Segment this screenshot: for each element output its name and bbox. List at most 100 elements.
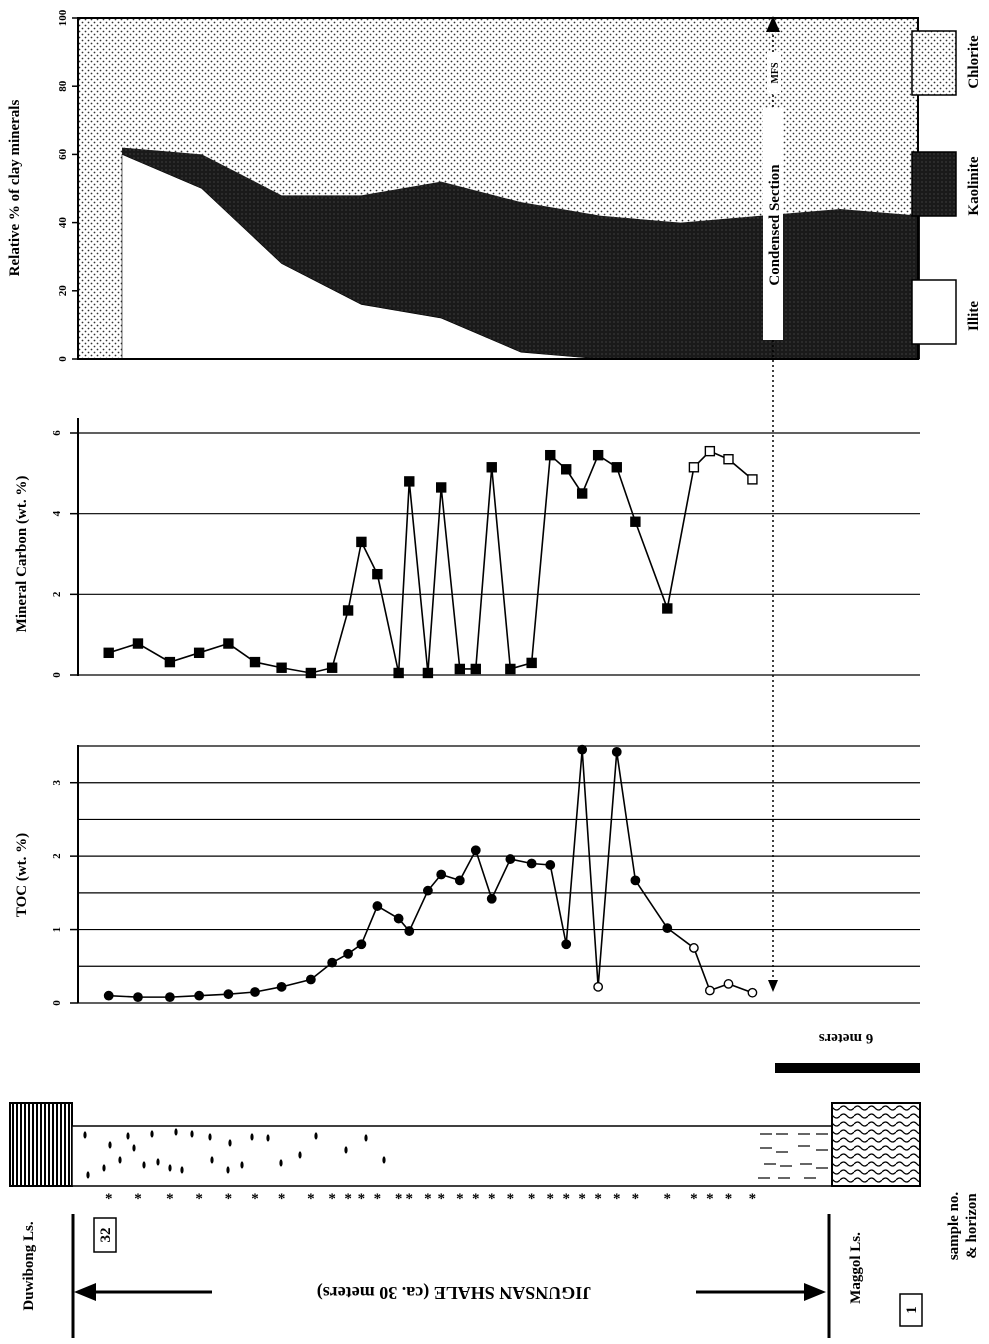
mc-point <box>486 462 497 473</box>
sample-horizon-star: * <box>344 1191 352 1207</box>
mc-point <box>422 667 434 679</box>
sample-horizon-star: * <box>749 1191 757 1207</box>
clay-ylabel: Relative % of clay minerals <box>7 100 23 277</box>
toc-point <box>276 981 287 992</box>
jigunsan-shale-label: JIGUNSAN SHALE (ca. 30 meters) <box>317 1282 591 1303</box>
mc-point <box>356 536 367 548</box>
toc-ylabel: TOC (wt. %) <box>14 833 30 917</box>
mc-point <box>454 663 466 675</box>
duwibong-ls-label: Duwibong Ls. <box>21 1221 37 1310</box>
mc-point <box>132 638 144 649</box>
sample-1-box <box>899 1293 923 1327</box>
condensed-section-label: Condensed Section <box>767 164 783 286</box>
mc-point <box>592 449 604 461</box>
lithology-column: * * * * * * * * * * * * * * * * * * * * * * * * * * * * * * * * <box>9 1102 921 1207</box>
mc-ylabel: Mineral Carbon (wt. %) <box>14 476 30 633</box>
toc-point <box>630 875 641 886</box>
sample-horizon-star: * <box>105 1191 113 1207</box>
toc-point <box>343 948 353 959</box>
toc-point <box>164 992 175 1003</box>
sample-horizon-star: * <box>307 1191 315 1207</box>
scale-bar-rect <box>775 1063 920 1073</box>
scale-bar-label: 6 meters <box>819 1030 874 1046</box>
mc-point <box>342 605 354 616</box>
toc-ytick-label: 3 <box>51 779 63 785</box>
sample-32-label: 32 <box>98 1228 114 1243</box>
mc-point <box>545 449 556 461</box>
sample-horizon-star: * <box>278 1191 286 1207</box>
mc-point <box>576 488 588 499</box>
shale-laminae-pattern <box>758 1133 828 1179</box>
mc-ytick-label: 6 <box>51 430 63 436</box>
mc-point <box>276 662 287 673</box>
sample-horizon-marks: * * * * * * * * * * * * * * * * * * * * * * * * * * * * * * * * <box>105 1191 756 1207</box>
toc-point <box>133 992 143 1003</box>
mc-point <box>404 476 415 487</box>
mc-point <box>193 647 205 659</box>
mc-series-line <box>108 450 753 674</box>
toc-ytick-label: 1 <box>51 927 63 933</box>
legend-label-kaolinite: Kaolinite <box>966 156 982 216</box>
mc-point <box>164 656 176 668</box>
sample-horizon-star: * <box>395 1191 403 1207</box>
toc-point <box>103 990 114 1001</box>
clay-ytick-label: 40 <box>57 217 69 229</box>
toc-panel: 0 1 2 3 TOC (wt. %) <box>14 744 920 1006</box>
sample-legend-line1: sample no. <box>946 1192 962 1261</box>
legend-swatch-kaolinite <box>911 151 957 217</box>
sample-horizon-star: * <box>594 1191 602 1207</box>
sample-horizon-star: * <box>456 1191 464 1207</box>
shale-nodule-pattern <box>83 1128 386 1179</box>
sample-horizon-star: * <box>251 1191 259 1207</box>
sample-horizon-star: * <box>437 1191 445 1207</box>
sample-horizon-star: * <box>528 1191 536 1207</box>
toc-point <box>662 923 673 934</box>
sample-horizon-star: * <box>195 1191 203 1207</box>
toc-point <box>486 893 497 904</box>
sample-horizon-star: * <box>547 1191 555 1207</box>
sample-1-label: 1 <box>904 1306 920 1314</box>
toc-point <box>704 985 715 996</box>
clay-ytick-label: 0 <box>57 356 69 362</box>
legend-label-illite: Illite <box>966 301 982 331</box>
toc-point <box>577 744 588 755</box>
toc-point <box>545 860 556 870</box>
toc-point <box>250 987 260 997</box>
toc-point <box>422 885 433 896</box>
clay-legend: Chlorite Kaolinite Illite <box>911 30 982 345</box>
sample-horizon-star: * <box>632 1191 640 1207</box>
sample-32-box <box>93 1217 117 1253</box>
sample-horizon-star: * <box>166 1191 174 1207</box>
sample-horizon-star: * <box>472 1191 480 1207</box>
sample-horizon-star: * <box>225 1191 233 1207</box>
jigunsan-arrow <box>74 1280 826 1306</box>
sample-horizon-star: * <box>406 1191 414 1207</box>
sample-horizon-star: * <box>507 1191 515 1207</box>
clay-ytick-label: 80 <box>57 80 69 92</box>
mc-point <box>611 462 622 473</box>
mc-point <box>662 603 673 614</box>
sample-legend-line2: & horizon <box>964 1193 980 1259</box>
toc-point <box>747 987 758 998</box>
toc-point <box>526 858 537 869</box>
mc-point <box>223 638 234 649</box>
mc-ytick-label: 2 <box>51 591 63 597</box>
clay-panel: 0 20 40 60 80 100 Relative % of clay minerals… <box>7 9 982 362</box>
toc-point <box>611 746 622 757</box>
duwibong-ls-block <box>9 1102 73 1187</box>
toc-point <box>404 926 415 936</box>
sample-horizon-star: * <box>134 1191 142 1207</box>
maggol-ls-label: Maggol Ls. <box>848 1232 864 1304</box>
toc-point <box>372 901 383 911</box>
mc-point <box>326 662 338 673</box>
mc-point <box>688 462 700 473</box>
toc-point <box>305 974 316 985</box>
toc-point <box>194 990 205 1001</box>
toc-point <box>505 854 516 864</box>
mc-point <box>305 667 317 679</box>
mc-point <box>747 474 758 485</box>
mc-point <box>249 656 261 668</box>
jigunsan-shale-block <box>71 1125 833 1187</box>
sample-horizon-star: * <box>706 1191 714 1207</box>
